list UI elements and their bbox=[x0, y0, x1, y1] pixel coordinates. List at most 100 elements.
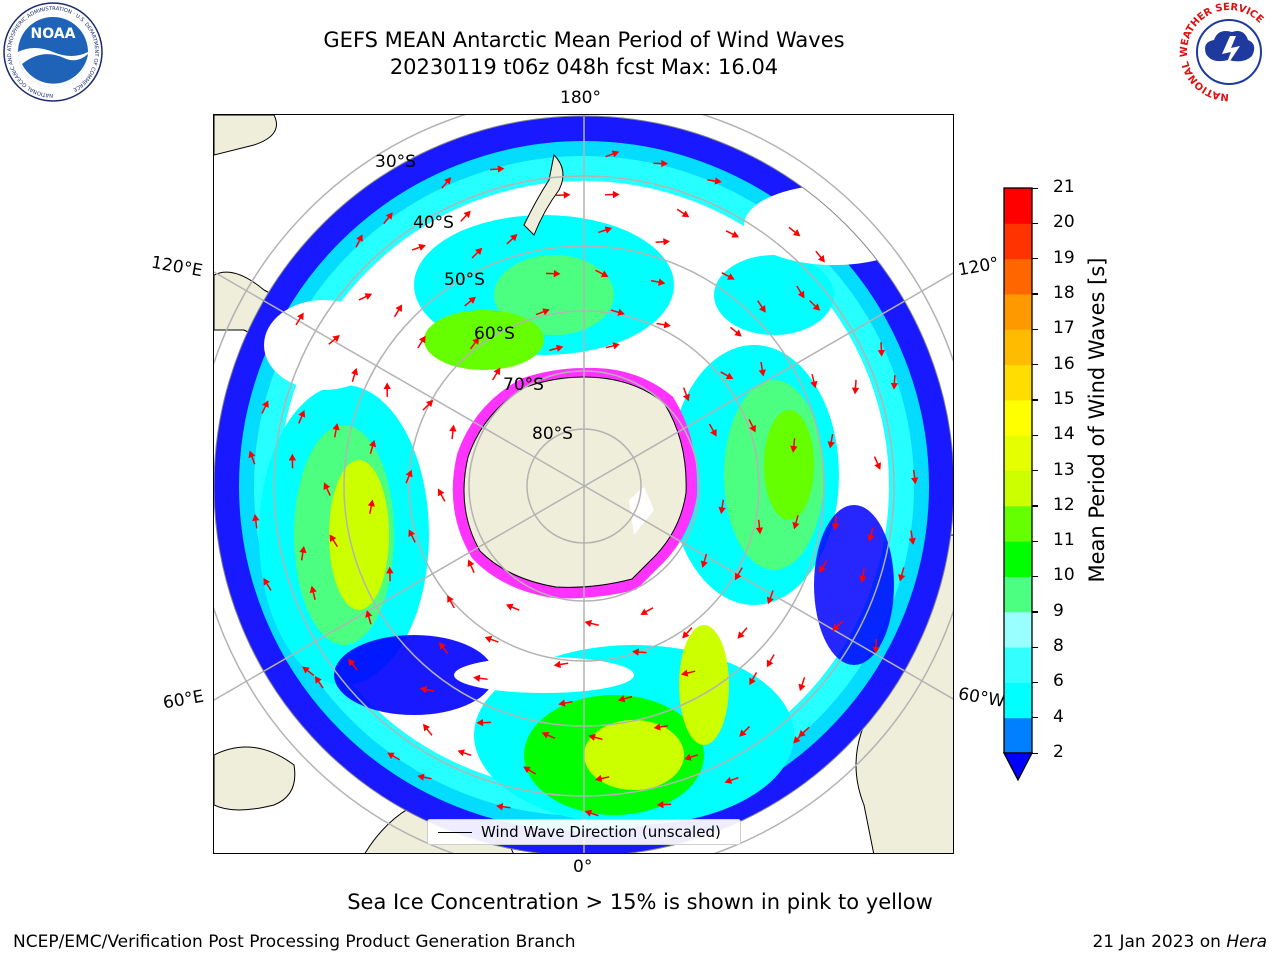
wind-arrow-head bbox=[867, 534, 875, 542]
colorbar-tick-mark bbox=[1032, 222, 1038, 225]
colorbar-segment bbox=[1004, 329, 1032, 366]
wind-arrow-head bbox=[739, 729, 747, 737]
wind-arrow-head bbox=[714, 177, 722, 185]
lat-label-50s: 50°S bbox=[444, 270, 485, 290]
wind-arrow-head bbox=[369, 439, 377, 448]
wind-arrow-head bbox=[329, 534, 337, 542]
wind-arrow-head bbox=[496, 803, 504, 811]
wind-arrow-head bbox=[612, 342, 620, 350]
colorbar-tick-mark bbox=[1032, 328, 1038, 331]
wind-arrow-head bbox=[497, 165, 505, 173]
credit-text: NCEP/EMC/Verification Post Processing Pr… bbox=[13, 932, 576, 952]
wind-arrow-head bbox=[812, 303, 821, 311]
machine-name: Hera bbox=[1226, 932, 1267, 952]
wind-arrow-head bbox=[755, 527, 764, 535]
date-text: 21 Jan 2023 on Hera bbox=[1092, 932, 1267, 952]
colorbar-segment bbox=[1004, 223, 1032, 260]
wind-arrow-head bbox=[604, 226, 613, 234]
wind-arrow-head bbox=[653, 723, 661, 731]
wind-arrow-head bbox=[248, 450, 256, 459]
colorbar-tick-mark bbox=[1032, 681, 1038, 684]
colorbar-tick-mark bbox=[1032, 470, 1038, 472]
colorbar-segment bbox=[1004, 399, 1032, 436]
colorbar-segment bbox=[1004, 258, 1032, 295]
wind-arrow-head bbox=[385, 212, 393, 220]
wind-arrow-head bbox=[797, 290, 805, 299]
wind-arrow-head bbox=[790, 445, 798, 453]
lon-label-120w: 120° bbox=[956, 253, 1001, 281]
wind-arrow-head bbox=[817, 255, 825, 263]
colorbar-tick-label: 13 bbox=[1053, 459, 1075, 480]
wind-arrow-head bbox=[444, 177, 452, 185]
wind-arrow-head bbox=[640, 608, 648, 615]
colorbar-tick-mark bbox=[1032, 434, 1038, 436]
colorbar-segment bbox=[1004, 541, 1032, 577]
wind-arrow-head bbox=[588, 733, 596, 741]
wind-arrow-head bbox=[386, 566, 394, 574]
wind-arrow-head bbox=[658, 278, 666, 286]
wind-arrow-head bbox=[437, 488, 445, 497]
wind-arrow-head bbox=[663, 238, 671, 246]
colorbar-segment bbox=[1004, 611, 1032, 648]
colorbar-tick-label: 16 bbox=[1053, 353, 1075, 374]
wind-arrow-head bbox=[792, 229, 801, 237]
lat-label-60s: 60°S bbox=[474, 324, 515, 344]
wind-arrow-head bbox=[749, 677, 756, 686]
lat-label-70s: 70°S bbox=[503, 375, 544, 395]
wind-arrow-head bbox=[617, 308, 625, 316]
colorbar-tick-mark bbox=[1032, 717, 1038, 719]
wind-arrow-head bbox=[263, 577, 270, 586]
wind-arrow-head bbox=[418, 335, 426, 344]
noaa-logo-text: NOAA bbox=[31, 26, 76, 42]
wind-arrow-head bbox=[798, 683, 806, 692]
wind-arrow-head bbox=[467, 559, 475, 568]
colorbar-segment bbox=[1004, 364, 1032, 401]
wind-arrow-head bbox=[484, 635, 493, 643]
legend-label: Wind Wave Direction (unscaled) bbox=[481, 823, 721, 841]
wind-arrow-head bbox=[594, 774, 603, 783]
colorbar-tick-label: 15 bbox=[1053, 388, 1075, 409]
graticule bbox=[214, 115, 953, 853]
wind-arrow-head bbox=[364, 293, 373, 300]
wind-arrow-head bbox=[553, 270, 561, 278]
wind-arrow-head bbox=[299, 545, 307, 554]
wind-arrow-head bbox=[472, 337, 480, 345]
wind-arrow-head bbox=[810, 380, 818, 389]
wind-arrow-head bbox=[351, 367, 359, 376]
wind-arrow-head bbox=[851, 387, 860, 395]
wind-arrow-head bbox=[288, 453, 297, 461]
wind-arrow-head bbox=[684, 753, 692, 761]
chart-subtitle: 20230119 t06z 048h fcst Max: 16.04 bbox=[389, 55, 779, 79]
sea-ice-note: Sea Ice Concentration > 15% is shown in … bbox=[347, 890, 933, 914]
colorbar-tick-mark bbox=[1032, 364, 1038, 366]
wind-arrow-head bbox=[493, 367, 501, 376]
lon-label-0: 0° bbox=[573, 857, 593, 877]
wind-arrow-head bbox=[463, 210, 471, 219]
wind-arrow-head bbox=[348, 658, 356, 667]
wind-arrow-head bbox=[731, 231, 740, 238]
colorbar-segment bbox=[1004, 470, 1032, 507]
map-legend: Wind Wave Direction (unscaled) bbox=[427, 819, 741, 845]
colorbar-segment bbox=[1004, 188, 1032, 224]
wind-arrow-head bbox=[758, 369, 766, 377]
lat-label-40s: 40°S bbox=[413, 213, 454, 233]
wind-arrow-head bbox=[314, 676, 322, 684]
colorbar-segment bbox=[1004, 647, 1032, 683]
colorbar-tick-label: 20 bbox=[1053, 212, 1075, 233]
wind-arrow-head bbox=[898, 574, 906, 582]
colorbar-tick-mark bbox=[1032, 505, 1038, 507]
wind-arrow-head bbox=[584, 809, 593, 817]
legend-line-icon bbox=[438, 831, 472, 833]
colorbar-tick-label: 19 bbox=[1053, 247, 1075, 268]
chart-title: GEFS MEAN Antarctic Mean Period of Wind … bbox=[323, 28, 845, 52]
wind-arrow-head bbox=[542, 308, 550, 316]
wind-arrow-head bbox=[831, 523, 840, 531]
wind-arrow-head bbox=[475, 247, 483, 256]
noaa-logo: NOAA NATIONAL OCEANIC AND ATMOSPHERIC AD… bbox=[3, 2, 103, 102]
wind-arrow-head bbox=[908, 537, 916, 545]
wind-arrow-head bbox=[387, 752, 395, 760]
wind-arrow-head bbox=[617, 695, 626, 703]
wind-arrow-head bbox=[252, 514, 260, 522]
colorbar-tick-label: 11 bbox=[1053, 530, 1075, 551]
wind-arrow-head bbox=[555, 344, 564, 352]
